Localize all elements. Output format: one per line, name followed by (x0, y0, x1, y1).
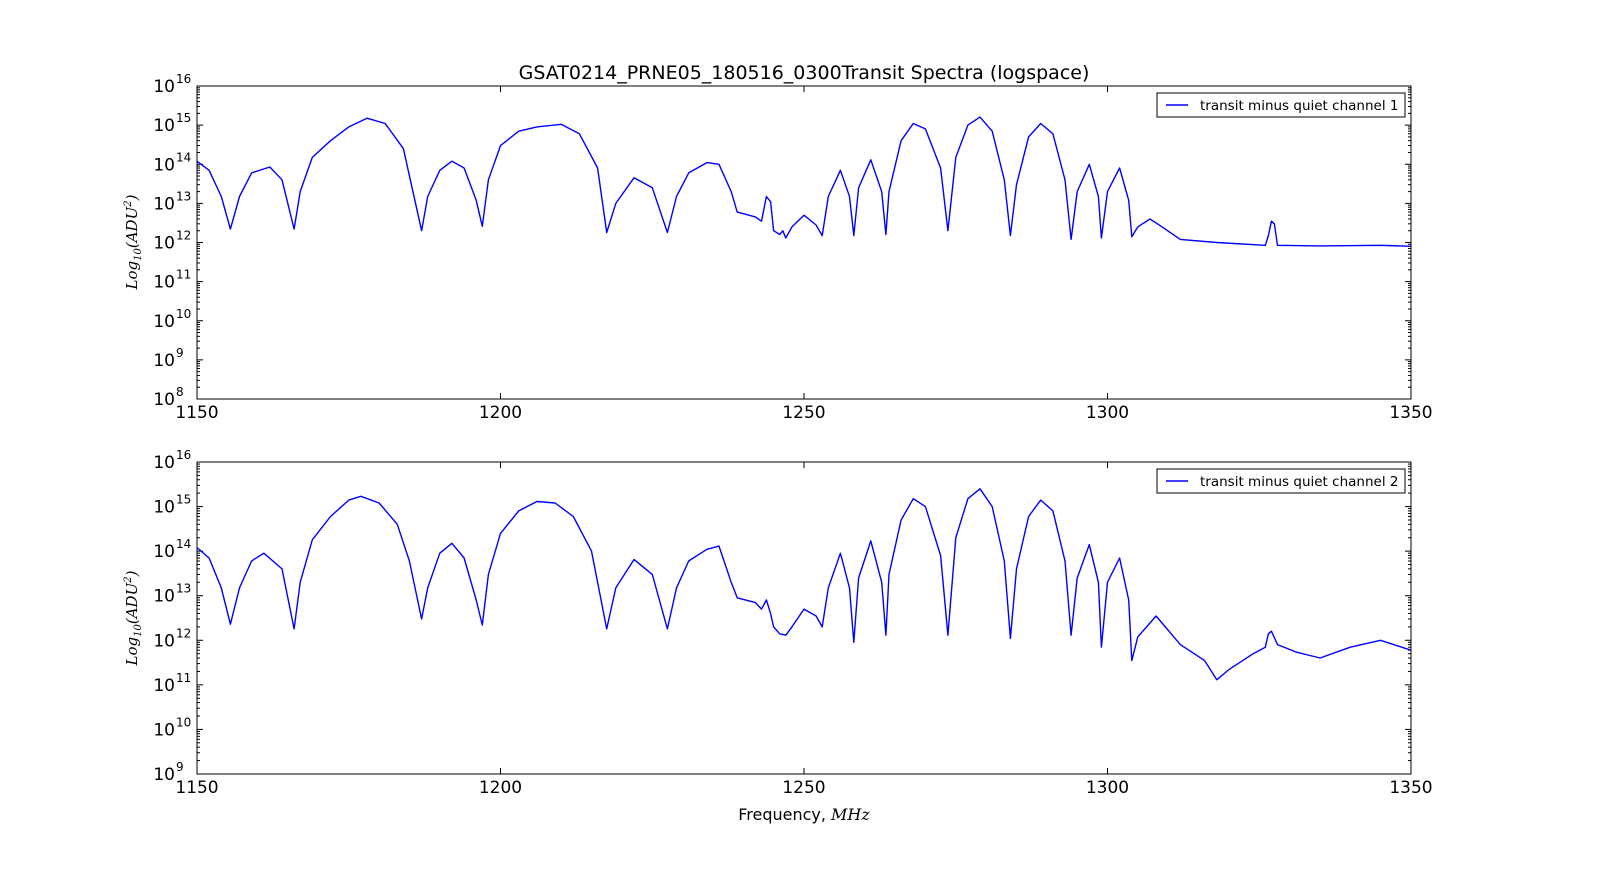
legend-box (1156, 92, 1406, 118)
y-tick-exponent: 16 (176, 72, 191, 86)
x-tick-label: 1300 (1086, 403, 1129, 423)
y-tick-exponent: 11 (176, 671, 191, 685)
y-tick-exponent: 13 (176, 189, 191, 203)
y-tick-exponent: 10 (176, 715, 191, 729)
y-tick-label: 10 (153, 312, 175, 332)
y-tick-label: 10 (153, 453, 175, 473)
x-axis-label: Frequency, MHz (738, 805, 870, 824)
y-tick-label: 10 (153, 498, 175, 518)
y-axis-label-text: Log10(ADU2) (123, 194, 144, 290)
x-tick-label: 1200 (479, 778, 522, 798)
x-tick-label: 1250 (782, 778, 825, 798)
y-tick-exponent: 10 (176, 307, 191, 321)
y-tick-exponent: 13 (176, 582, 191, 596)
y-tick-exponent: 14 (176, 537, 191, 551)
y-tick-label: 10 (153, 631, 175, 651)
x-tick-label: 1250 (782, 403, 825, 423)
y-tick-label: 10 (153, 351, 175, 371)
y-axis-label: Log10(ADU2) (123, 570, 144, 666)
y-tick-exponent: 12 (176, 229, 191, 243)
y-tick-exponent: 9 (176, 346, 184, 360)
series-line (196, 488, 1412, 681)
x-tick-label: 1300 (1086, 778, 1129, 798)
legend-label: transit minus quiet channel 1 (1200, 98, 1398, 114)
x-tick-label: 1150 (175, 778, 218, 798)
y-tick-exponent: 14 (176, 150, 191, 164)
y-tick-label: 10 (153, 77, 175, 97)
y-tick-label: 10 (153, 720, 175, 740)
legend-label: transit minus quiet channel 2 (1200, 474, 1398, 490)
x-tick-label: 1350 (1389, 778, 1432, 798)
series-line (196, 116, 1412, 247)
y-tick-label: 10 (153, 542, 175, 562)
y-tick-label: 10 (153, 273, 175, 293)
y-tick-label: 10 (153, 390, 175, 410)
y-tick-exponent: 16 (176, 448, 191, 462)
y-tick-exponent: 15 (176, 493, 191, 507)
y-tick-label: 10 (153, 194, 175, 214)
legend: transit minus quiet channel 2 (1156, 468, 1406, 494)
legend-box (1156, 468, 1406, 494)
chart-channel-1: GSAT0214_PRNE05_180516_0300Transit Spect… (123, 62, 1433, 423)
y-tick-label: 10 (153, 155, 175, 175)
y-tick-label: 10 (153, 116, 175, 136)
y-tick-label: 10 (153, 765, 175, 785)
legend: transit minus quiet channel 1 (1156, 92, 1406, 118)
x-tick-label: 1200 (479, 403, 522, 423)
x-tick-label: 1150 (175, 403, 218, 423)
y-tick-label: 10 (153, 676, 175, 696)
y-tick-exponent: 8 (176, 385, 184, 399)
y-tick-label: 10 (153, 234, 175, 254)
chart-title: GSAT0214_PRNE05_180516_0300Transit Spect… (519, 62, 1090, 84)
y-tick-label: 10 (153, 587, 175, 607)
y-tick-exponent: 11 (176, 268, 191, 282)
x-tick-label: 1350 (1389, 403, 1432, 423)
y-axis-label-text: Log10(ADU2) (123, 570, 144, 666)
y-tick-exponent: 12 (176, 626, 191, 640)
y-tick-exponent: 15 (176, 111, 191, 125)
y-axis-label: Log10(ADU2) (123, 194, 144, 290)
y-tick-exponent: 9 (176, 760, 184, 774)
